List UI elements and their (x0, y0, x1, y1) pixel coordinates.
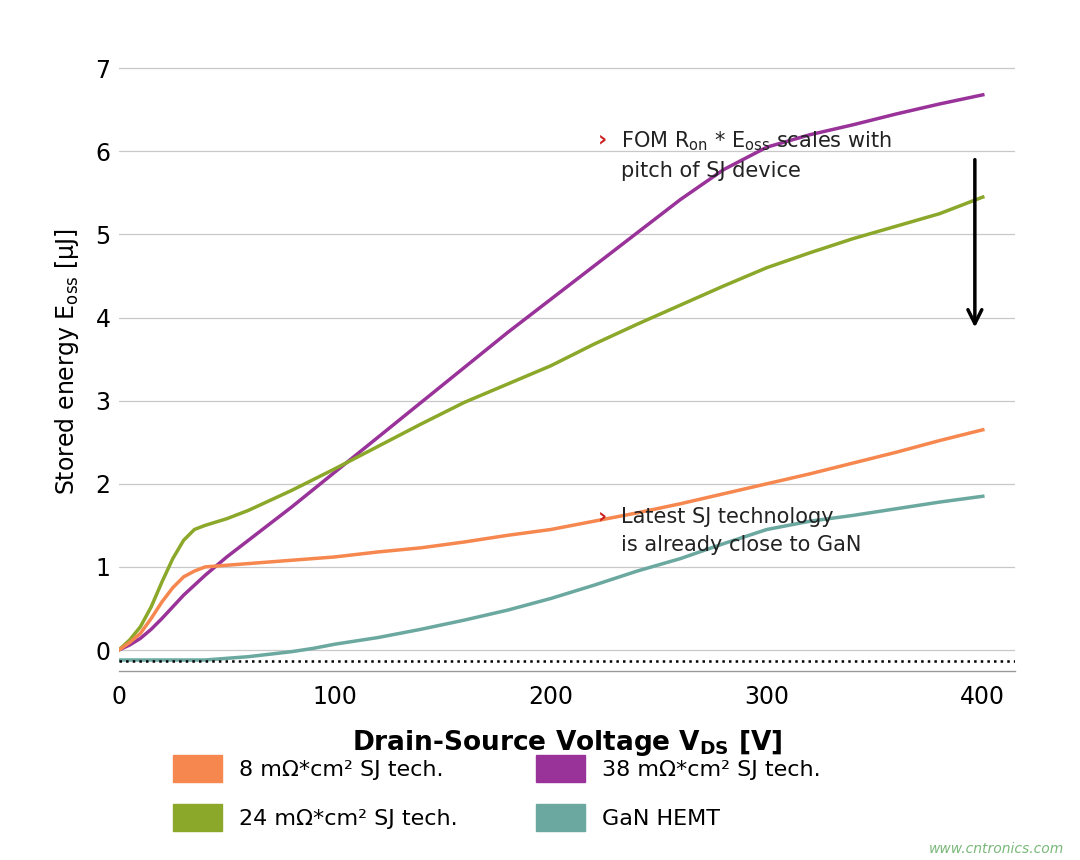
Y-axis label: Stored energy E$_\mathregular{oss}$ [μJ]: Stored energy E$_\mathregular{oss}$ [μJ] (53, 228, 81, 494)
Text: ›: › (598, 507, 608, 526)
Legend: 8 mΩ*cm² SJ tech., 24 mΩ*cm² SJ tech., 38 mΩ*cm² SJ tech., GaN HEMT: 8 mΩ*cm² SJ tech., 24 mΩ*cm² SJ tech., 3… (164, 746, 829, 840)
X-axis label: Drain-Source Voltage V$_\mathregular{DS}$ [V]: Drain-Source Voltage V$_\mathregular{DS}… (352, 728, 782, 759)
Text: www.cntronics.com: www.cntronics.com (929, 842, 1064, 856)
Text: ›: › (598, 129, 608, 149)
Text: FOM R$_\mathregular{on}$ * E$_\mathregular{oss}$ scales with
pitch of SJ device: FOM R$_\mathregular{on}$ * E$_\mathregul… (621, 129, 892, 181)
Text: Latest SJ technology
is already close to GaN: Latest SJ technology is already close to… (621, 507, 861, 555)
